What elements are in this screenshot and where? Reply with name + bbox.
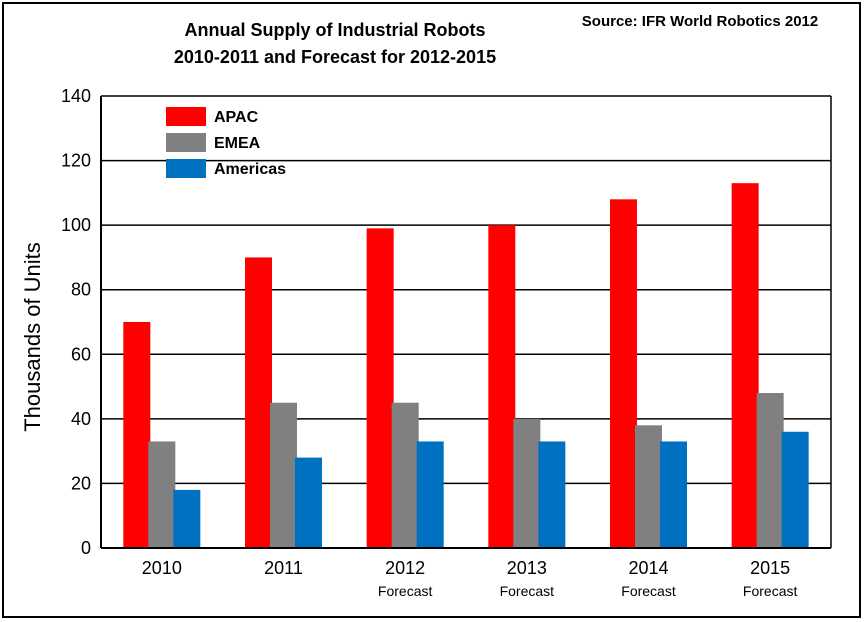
chart-title: Annual Supply of Industrial Robots — [185, 20, 486, 40]
bar-apac-2012 — [366, 228, 394, 548]
x-tick-label: 2013 — [507, 558, 547, 578]
bar-apac-2015 — [731, 183, 759, 548]
bar-americas-2015 — [781, 431, 809, 548]
tick-labels: 0 20 40 60 80 100 120 140 2010 2011 2012 Forecast 20… — [61, 86, 798, 599]
chart-titles: Annual Supply of Industrial Robots 2010-… — [20, 13, 818, 432]
bar-emea-2012 — [391, 402, 419, 548]
y-tick-label: 40 — [71, 409, 91, 429]
x-tick-sublabel: Forecast — [500, 583, 555, 599]
y-tick-label: 120 — [61, 151, 91, 171]
bar-americas-2014 — [660, 441, 687, 548]
x-tick-label: 2012 — [385, 558, 425, 578]
x-tick-label: 2011 — [264, 558, 303, 578]
bar-americas-2010 — [173, 489, 201, 548]
y-tick-label: 60 — [71, 344, 91, 364]
bar-emea-2013 — [513, 418, 541, 548]
y-tick-label: 100 — [61, 215, 91, 235]
chart-subtitle: 2010-2011 and Forecast for 2012-2015 — [174, 47, 496, 67]
bar-americas-2011 — [295, 457, 322, 548]
bar-apac-2013 — [488, 225, 516, 548]
x-tick-sublabel: Forecast — [621, 583, 676, 599]
bar-chart: Annual Supply of Industrial Robots 2010-… — [20, 13, 832, 599]
y-tick-label: 0 — [81, 538, 91, 558]
bar-americas-2013 — [538, 441, 566, 548]
x-tick-sublabel: Forecast — [378, 583, 433, 599]
legend-label-emea: EMEA — [214, 135, 261, 152]
bar-emea-2015 — [756, 393, 784, 548]
bar-emea-2014 — [635, 425, 662, 548]
bar-emea-2011 — [270, 402, 297, 548]
bar-apac-2014 — [610, 199, 637, 549]
bar-apac-2010 — [123, 322, 151, 548]
bar-americas-2012 — [416, 441, 444, 548]
y-tick-label: 140 — [61, 86, 91, 106]
gridlines — [101, 95, 831, 549]
legend-swatch-americas — [166, 159, 206, 178]
chart-source: Source: IFR World Robotics 2012 — [582, 13, 818, 30]
legend-swatch-apac — [166, 107, 206, 126]
x-tick-label: 2010 — [142, 558, 182, 578]
bar-apac-2011 — [245, 257, 272, 548]
axes — [100, 96, 832, 549]
y-tick-label: 80 — [71, 280, 91, 300]
x-tick-label: 2014 — [628, 558, 668, 578]
bar-emea-2010 — [148, 441, 176, 548]
legend-label-americas: Americas — [214, 161, 286, 178]
legend-swatch-emea — [166, 133, 206, 152]
x-tick-sublabel: Forecast — [743, 583, 798, 599]
y-tick-label: 20 — [71, 473, 91, 493]
y-axis-label: Thousands of Units — [20, 242, 45, 432]
x-tick-label: 2015 — [750, 558, 790, 578]
legend: APAC EMEA Americas — [166, 107, 286, 178]
bars-group — [123, 183, 809, 549]
legend-label-apac: APAC — [214, 109, 259, 126]
